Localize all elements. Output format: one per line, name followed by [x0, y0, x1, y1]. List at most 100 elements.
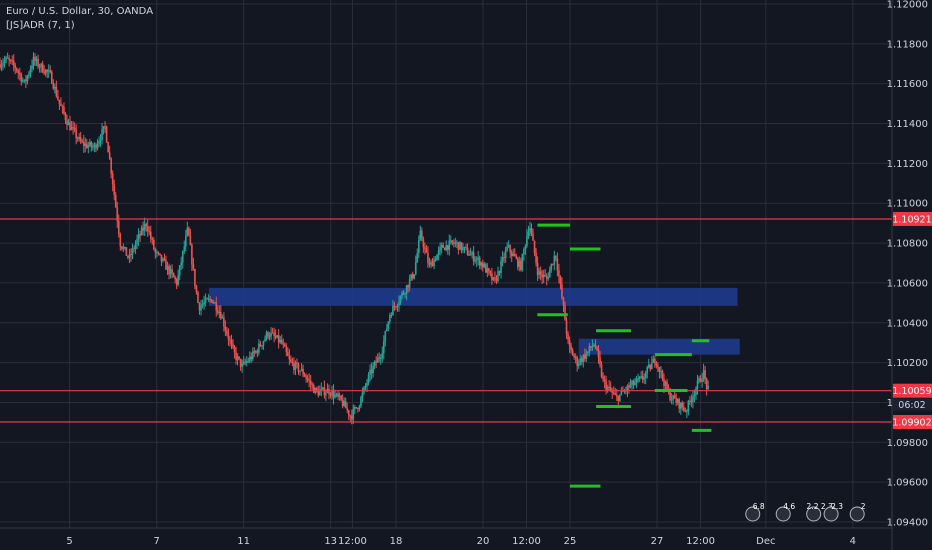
time-axis[interactable]: 5 7 11 13 12:00 18 20 12:00 25 27 12:00 Dec 4 — [66, 536, 856, 547]
candle-body — [608, 386, 610, 388]
candle-body — [585, 353, 588, 359]
candle-body — [596, 347, 598, 350]
candle-body — [0, 63, 1, 68]
candle-body — [166, 265, 169, 270]
candle-body — [500, 261, 502, 273]
candle-body — [433, 259, 435, 267]
candle-body — [539, 271, 542, 275]
candle-body — [50, 71, 53, 84]
candle-body — [548, 269, 551, 278]
candle-body — [584, 354, 586, 359]
candle-body — [262, 341, 265, 346]
candle-body — [23, 79, 26, 81]
candle-body — [191, 245, 193, 265]
candle-body — [497, 271, 499, 282]
candle-body — [489, 271, 492, 274]
candle-body — [273, 332, 275, 337]
candle-body — [258, 343, 260, 353]
candle-body — [442, 245, 444, 248]
candle-body — [360, 397, 362, 407]
symbol-title[interactable]: Euro / U.S. Dollar, 30, OANDA — [6, 6, 154, 17]
candle-body — [676, 399, 679, 403]
candle-body — [317, 390, 320, 396]
candle-body — [533, 240, 536, 253]
candle-body — [267, 332, 269, 337]
candle-body — [344, 401, 347, 409]
candle-body — [390, 314, 393, 316]
countdown-bg — [893, 398, 932, 411]
candle-body — [620, 390, 623, 395]
candle-body — [363, 387, 365, 393]
candle-body — [600, 364, 603, 377]
y-tick-label: 1.09800 — [887, 438, 928, 449]
candle-body — [323, 387, 326, 396]
candle-body — [218, 311, 221, 313]
candle-body — [684, 410, 687, 412]
x-tick-label: 18 — [390, 536, 403, 547]
y-tick-label: 1.11800 — [887, 39, 928, 50]
candle-body — [486, 268, 489, 273]
candle-body — [597, 349, 600, 358]
candle-body — [203, 302, 205, 305]
candle-body — [5, 57, 7, 61]
candle-body — [26, 75, 29, 82]
candle-body — [634, 382, 636, 386]
candle-body — [567, 333, 569, 341]
horizontal-lines[interactable] — [0, 218, 892, 423]
candle-body — [603, 379, 606, 382]
candle-body — [705, 378, 708, 389]
candle-body — [75, 129, 77, 139]
candle-body — [698, 378, 700, 381]
candle-body — [143, 224, 146, 231]
event-markers[interactable]: 6.8 4.6 2.2 2.32.3 2 — [745, 502, 866, 522]
candle-body — [367, 374, 370, 383]
candle-body — [3, 60, 6, 64]
candle-body — [498, 271, 501, 273]
candle-body — [666, 381, 668, 390]
candle-body — [171, 269, 173, 274]
price-axis[interactable]: 1.094001.096001.098001.100001.102001.104… — [887, 0, 928, 529]
candle-body — [570, 345, 572, 350]
candle-body — [329, 393, 332, 396]
candle-body — [410, 274, 412, 280]
candle-body — [139, 234, 141, 236]
candle-body — [658, 366, 661, 372]
candle-body — [707, 386, 709, 389]
candle-body — [110, 158, 112, 174]
candle-body — [212, 302, 215, 304]
candle-body — [226, 330, 228, 335]
candle-body — [689, 400, 691, 402]
candle-body — [354, 407, 356, 410]
candle-body — [283, 344, 286, 347]
indicator-title[interactable]: [JS]ADR (7, 1) — [6, 20, 75, 31]
y-tick-label: 1.11200 — [887, 159, 928, 170]
x-tick-label: 27 — [651, 536, 664, 547]
candle-body — [121, 246, 123, 249]
candle-body — [651, 362, 653, 370]
candle-body — [635, 378, 638, 383]
candle-body — [41, 63, 44, 73]
event-marker-icon — [849, 506, 865, 522]
candle-body — [86, 143, 88, 148]
candle-body — [99, 139, 102, 142]
candle-body — [274, 336, 277, 338]
candle-body — [261, 345, 263, 347]
candle-body — [370, 369, 373, 373]
candle-body — [35, 58, 38, 62]
candle-body — [564, 305, 566, 321]
candle-body — [358, 406, 361, 409]
candle-body — [338, 395, 341, 397]
candle-body — [445, 245, 448, 251]
event-marker-icon — [806, 506, 822, 522]
x-tick-label: 11 — [237, 536, 250, 547]
candle-body — [495, 278, 498, 282]
candle-body — [605, 381, 607, 390]
candle-body — [159, 253, 161, 255]
candle-body — [413, 274, 416, 279]
candle-body — [657, 365, 659, 367]
candle-body — [678, 399, 681, 409]
candle-body — [137, 234, 140, 240]
candle-body — [305, 376, 307, 379]
candle-body — [681, 402, 684, 408]
